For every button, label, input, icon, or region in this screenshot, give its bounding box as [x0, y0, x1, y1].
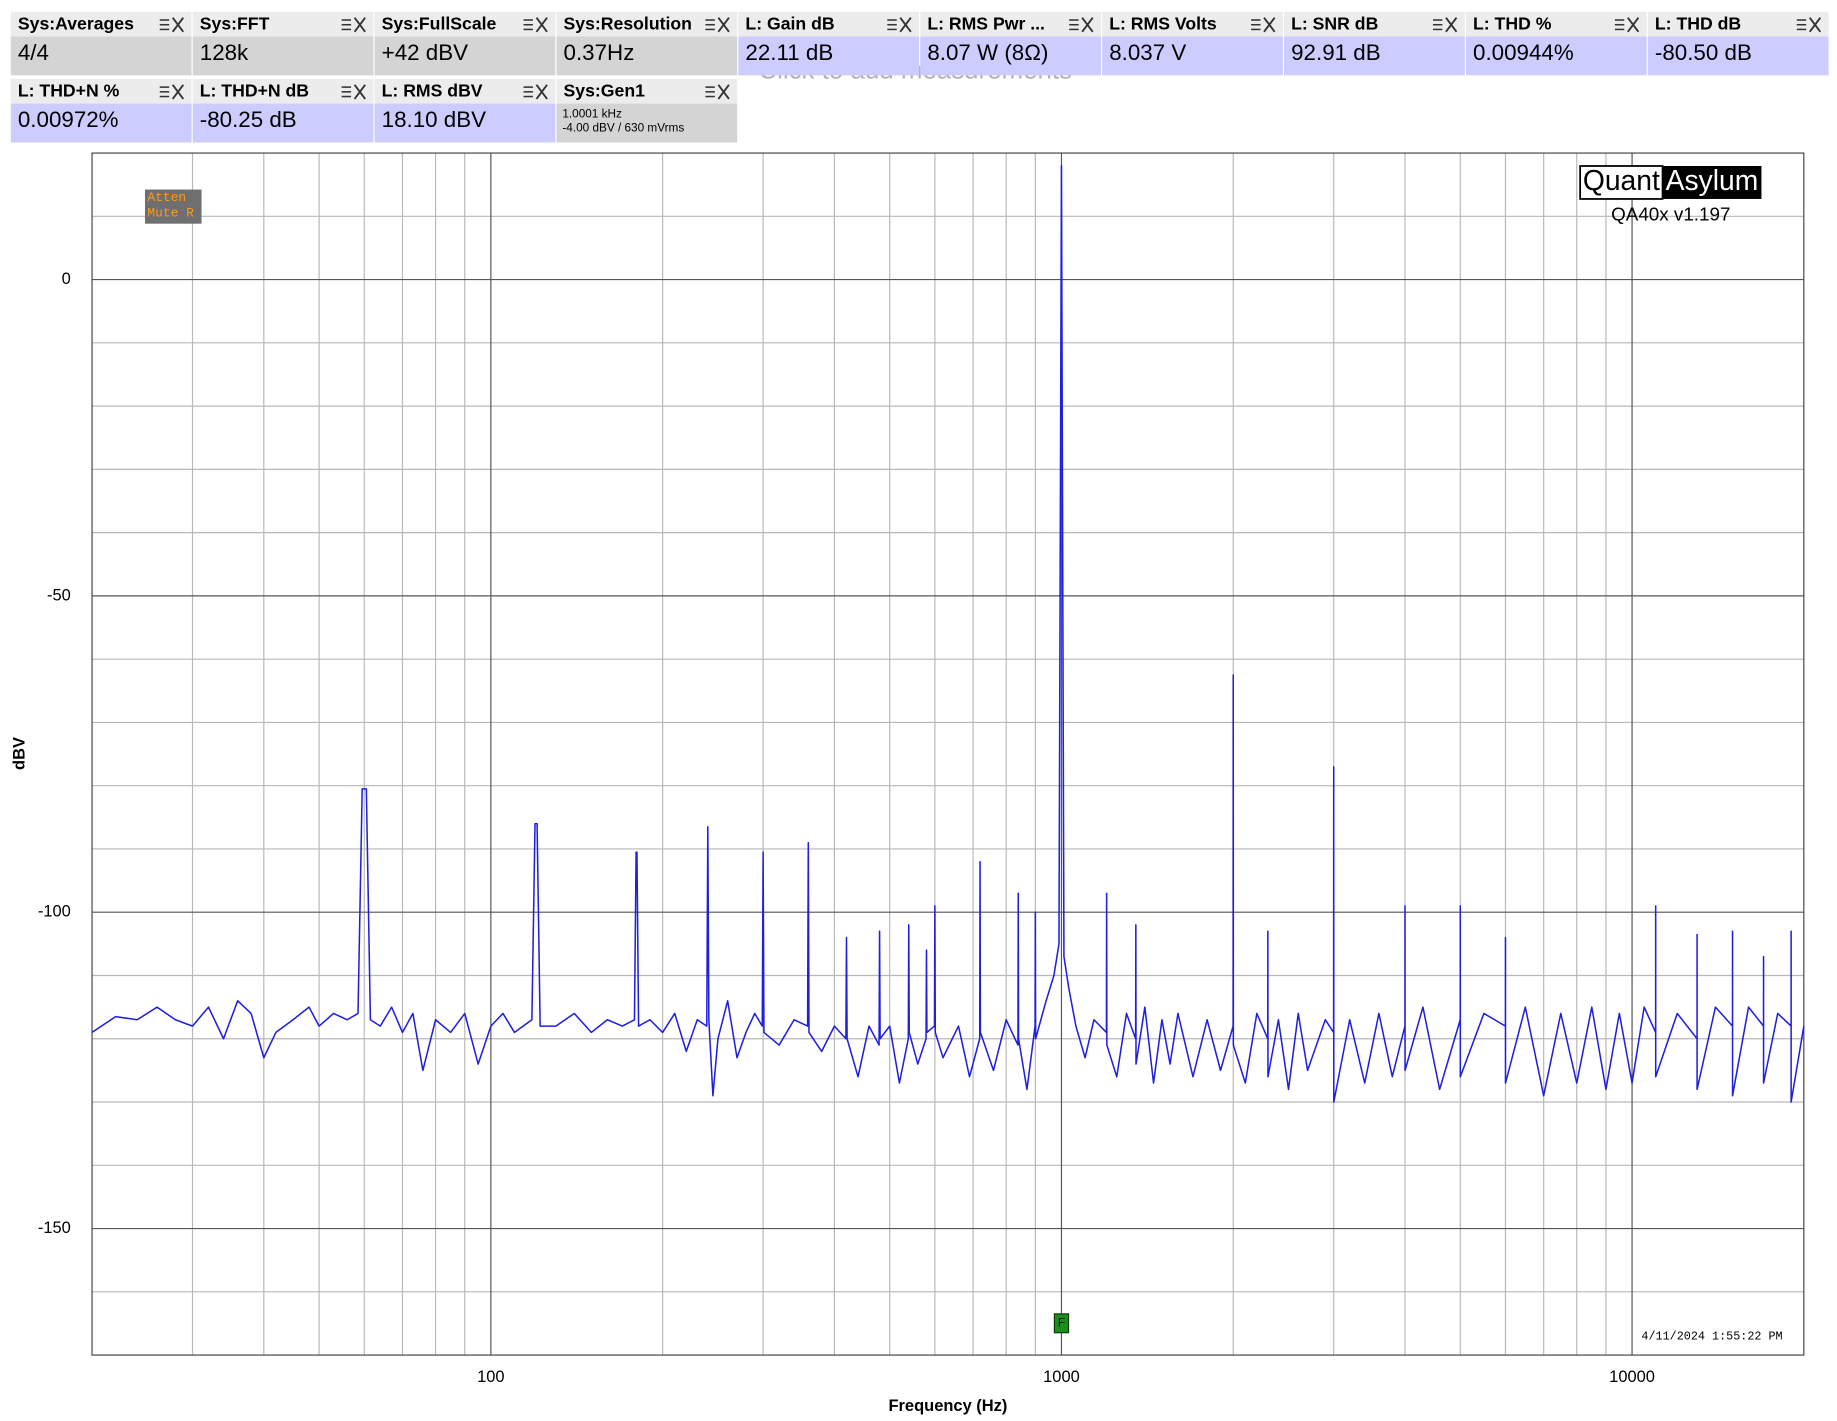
x-axis-label: Frequency (Hz): [888, 1397, 1007, 1415]
plot-frame: [91, 152, 1805, 1356]
marker[interactable]: [1053, 1313, 1070, 1334]
measurement-tile[interactable]: L: RMS Pwr ... 8.07 W (8Ω): [920, 11, 1101, 76]
tile-value-bg: [1647, 36, 1829, 76]
logo-left-bg: [1579, 165, 1664, 200]
tile-value: 0.00944%: [1473, 40, 1574, 65]
measurement-tile[interactable]: Sys:Averages 4/4: [10, 11, 192, 76]
tile-title: L: RMS dBV: [382, 80, 483, 100]
version: QA40x v1.197: [1611, 203, 1730, 224]
close-icon[interactable]: [535, 84, 548, 100]
tile-title: L: THD dB: [1655, 13, 1741, 33]
measurement-tile[interactable]: L: RMS dBV 18.10 dBV: [374, 78, 556, 143]
y-axis-label: dBV: [11, 737, 29, 770]
timestamp: 4/11/2024 1:55:22 PM: [1641, 1329, 1782, 1343]
measurement-tile[interactable]: L: THD+N dB -80.25 dB: [192, 78, 374, 143]
plot-area: [92, 153, 1804, 1356]
close-icon[interactable]: [1445, 17, 1458, 33]
tile-value-bg: [192, 36, 374, 76]
measurement-tile[interactable]: L: THD dB -80.50 dB: [1647, 11, 1829, 76]
y-tick-label: -100: [38, 903, 71, 921]
y-tick-label: -150: [38, 1219, 71, 1237]
x-tick-label: 1000: [1043, 1368, 1080, 1386]
close-icon[interactable]: [353, 17, 366, 33]
logo-left: Quant: [1583, 164, 1660, 196]
close-icon[interactable]: [1081, 17, 1094, 33]
tile-value-bg: [374, 36, 556, 76]
tile-title: Sys:FFT: [200, 13, 270, 33]
tile-title: L: THD+N dB: [200, 80, 309, 100]
tile-value-bg: [1465, 36, 1647, 76]
close-icon[interactable]: [899, 17, 912, 33]
logo-right: Asylum: [1666, 164, 1759, 196]
tile-title: Sys:Resolution: [564, 13, 692, 33]
tile-value: -80.25 dB: [200, 107, 297, 132]
close-icon[interactable]: [717, 17, 730, 33]
measurement-tile[interactable]: L: THD % 0.00944%: [1465, 11, 1647, 76]
tile-title: L: RMS Volts: [1109, 13, 1217, 33]
measurement-tile[interactable]: L: RMS Volts 8.037 V: [1102, 11, 1283, 76]
close-icon[interactable]: [1263, 17, 1276, 33]
y-tick-label: -50: [47, 586, 71, 604]
tile-value-bg: [1102, 36, 1283, 76]
measurement-tile[interactable]: Sys:FFT 128k: [192, 11, 374, 76]
y-tick-label: 0: [62, 270, 71, 288]
status-text: Mute R: [147, 206, 194, 221]
measurement-tile[interactable]: L: THD+N % 0.00972%: [10, 78, 192, 143]
tile-value-bg: [556, 36, 738, 76]
tile-value-line: 1.0001 kHz: [562, 107, 622, 120]
tile-value: 128k: [200, 40, 249, 65]
tile-title: Sys:Averages: [18, 13, 134, 33]
x-tick-label: 100: [477, 1368, 504, 1386]
tile-value: 4/4: [18, 40, 49, 65]
status-text: Atten: [147, 190, 186, 205]
tile-value: -80.50 dB: [1655, 40, 1752, 65]
tile-value: 8.037 V: [1109, 40, 1186, 65]
tile-value-bg: [920, 36, 1101, 76]
tile-value-bg: [10, 103, 192, 143]
close-icon[interactable]: [1627, 17, 1640, 33]
x-tick-label: 10000: [1609, 1368, 1655, 1386]
tile-value-bg: [738, 36, 920, 76]
close-icon[interactable]: [171, 84, 185, 100]
tile-value-line: -4.00 dBV / 630 mVrms: [562, 121, 684, 134]
tile-title: L: Gain dB: [745, 13, 834, 33]
tile-value: 0.37Hz: [564, 40, 635, 65]
tile-value-bg: [374, 103, 556, 143]
measurement-tile[interactable]: Sys:FullScale +42 dBV: [374, 11, 556, 76]
spectrum-line: [91, 164, 1805, 1103]
tile-value: 22.11 dB: [745, 40, 833, 65]
marker-label: F: [1058, 1316, 1065, 1329]
tile-title: L: SNR dB: [1291, 13, 1378, 33]
tile-title: L: THD+N %: [18, 80, 120, 100]
close-icon[interactable]: [353, 84, 366, 100]
tile-value: 92.91 dB: [1291, 40, 1381, 65]
tile-title: L: THD %: [1473, 13, 1552, 33]
tile-value: +42 dBV: [382, 40, 468, 65]
tile-value-bg: [192, 103, 374, 143]
close-icon[interactable]: [535, 17, 548, 33]
measurement-tile[interactable]: Sys:Gen1 1.0001 kHz-4.00 dBV / 630 mVrms: [556, 78, 738, 143]
measurement-tile[interactable]: L: Gain dB 22.11 dB: [738, 11, 920, 76]
tile-title: L: RMS Pwr ...: [927, 13, 1045, 33]
tile-value-bg: [1284, 36, 1465, 76]
tile-title: Sys:FullScale: [382, 13, 497, 33]
tile-value: 0.00972%: [18, 107, 119, 132]
measurement-tile[interactable]: Sys:Resolution 0.37Hz: [556, 11, 738, 76]
status-box: [145, 189, 202, 224]
tile-value-bg: [10, 36, 192, 76]
tile-title: Sys:Gen1: [564, 80, 646, 100]
measurement-tile[interactable]: L: SNR dB 92.91 dB: [1284, 11, 1465, 76]
logo-right-bg: [1662, 165, 1762, 199]
tile-value: 18.10 dBV: [382, 107, 487, 132]
close-icon[interactable]: [717, 84, 730, 100]
tile-value: 8.07 W (8Ω): [927, 40, 1048, 65]
close-icon[interactable]: [1808, 17, 1822, 33]
tile-value-bg: [556, 103, 738, 143]
measurement-bar: Sys:Averages 4/4 Sys:FFT 128k Sys:FullScale +…: [10, 11, 1829, 143]
close-icon[interactable]: [171, 17, 185, 33]
